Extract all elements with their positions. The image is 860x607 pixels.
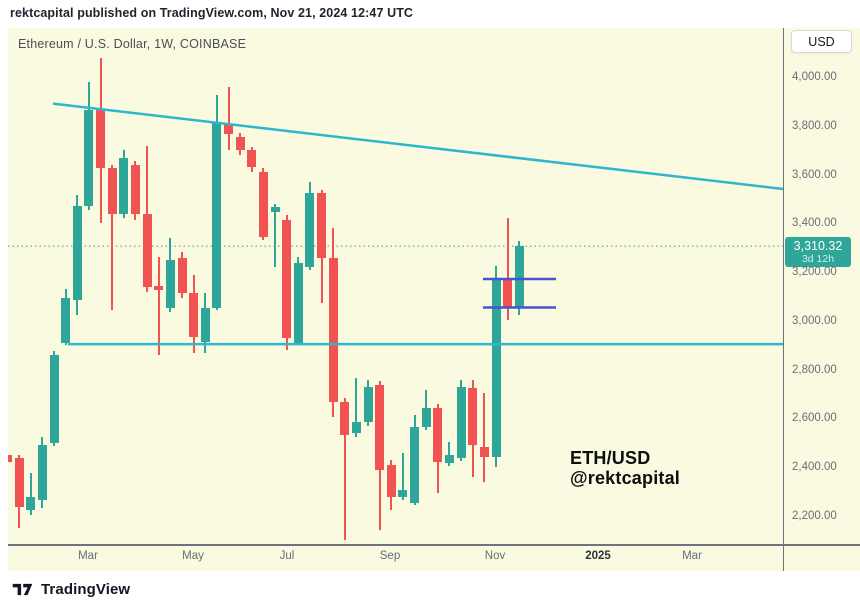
candle-wick[interactable]: [227, 87, 230, 150]
watermark: ETH/USD @rektcapital: [570, 448, 680, 488]
time-tick-label: Jul: [279, 550, 295, 562]
symbol-title: Ethereum / U.S. Dollar, 1W, COINBASE: [18, 37, 247, 51]
candle-body[interactable]: [130, 164, 140, 215]
candle-wick[interactable]: [401, 452, 404, 500]
price-tick-label: 3,800.00: [792, 119, 837, 132]
price-tick-label: 3,600.00: [792, 168, 837, 181]
candle-body[interactable]: [293, 262, 303, 343]
candle-body[interactable]: [154, 286, 164, 290]
candle-body[interactable]: [363, 387, 373, 422]
candle-wick[interactable]: [355, 378, 358, 437]
candle-body[interactable]: [72, 206, 82, 300]
price-tick-label: 2,800.00: [792, 363, 837, 376]
tradingview-brand-text[interactable]: TradingView: [41, 580, 131, 598]
candle-body[interactable]: [375, 385, 385, 470]
attribution-text: rektcapital published on TradingView.com…: [10, 6, 414, 20]
time-tick-label: Sep: [379, 550, 401, 562]
candle-wick[interactable]: [506, 218, 509, 320]
candle-body[interactable]: [479, 447, 489, 457]
candle-body[interactable]: [84, 109, 94, 206]
time-tick-label: 2025: [585, 550, 611, 562]
candle-body[interactable]: [235, 137, 245, 150]
currency-label: USD: [808, 34, 835, 49]
price-axis[interactable]: USD 3,310.32 3d 12h 4,000.00 3,800.00 3,60…: [783, 28, 860, 571]
candle-body[interactable]: [37, 445, 47, 500]
candle-body[interactable]: [421, 408, 431, 427]
last-price-value: 3,310.32: [793, 239, 843, 254]
candle-body[interactable]: [282, 219, 292, 338]
watermark-symbol: ETH/USD: [570, 448, 651, 468]
tradingview-logo-icon[interactable]: [12, 582, 33, 597]
candle-body[interactable]: [247, 149, 257, 167]
candle-body[interactable]: [433, 408, 443, 462]
candle-body[interactable]: [14, 458, 24, 507]
candle-wick[interactable]: [274, 204, 276, 267]
price-tick-label: 2,400.00: [792, 461, 837, 474]
candle-body[interactable]: [491, 279, 501, 457]
candle-body[interactable]: [49, 355, 59, 444]
time-tick-label: May: [182, 550, 204, 562]
last-price-badge: 3,310.32 3d 12h: [785, 237, 851, 268]
candle-body[interactable]: [468, 388, 478, 446]
time-axis[interactable]: Mar May Jul Sep Nov 2025 Mar: [8, 544, 783, 571]
candle-body[interactable]: [107, 168, 117, 215]
candle-wick[interactable]: [29, 472, 32, 515]
candle-body[interactable]: [26, 497, 36, 510]
watermark-handle: @rektcapital: [570, 468, 680, 488]
price-tick-label: 2,200.00: [792, 510, 837, 522]
candle-body[interactable]: [317, 192, 326, 258]
candle-body[interactable]: [456, 387, 466, 458]
footer-bar: TradingView: [0, 571, 860, 607]
candle-wick[interactable]: [483, 393, 486, 483]
candle-body[interactable]: [386, 465, 396, 497]
candle-body[interactable]: [212, 122, 222, 308]
price-tick-label: 2,600.00: [792, 412, 837, 425]
candle-body[interactable]: [398, 489, 408, 497]
candle-body[interactable]: [189, 292, 199, 337]
candle-wick[interactable]: [157, 257, 160, 355]
candle-body[interactable]: [340, 401, 350, 436]
time-axis-separator: [8, 544, 860, 546]
candles-layer: [8, 28, 783, 544]
time-tick-label: Mar: [682, 550, 702, 562]
candle-body[interactable]: [351, 421, 361, 433]
descending-trendline[interactable]: [52, 102, 783, 191]
price-tick-label: 4,000.00: [792, 71, 837, 83]
candle-wick[interactable]: [111, 165, 114, 310]
candle-body[interactable]: [514, 246, 524, 307]
time-tick-label: Nov: [484, 550, 506, 562]
price-tick-label: 3,000.00: [792, 314, 837, 327]
candle-body[interactable]: [328, 258, 338, 402]
candle-body[interactable]: [165, 259, 175, 308]
candlestick-plot[interactable]: [8, 28, 783, 544]
candle-wick[interactable]: [448, 441, 451, 466]
candle-body[interactable]: [96, 109, 105, 168]
candle-body[interactable]: [305, 192, 315, 267]
candle-body[interactable]: [200, 308, 210, 342]
candle-body[interactable]: [8, 454, 12, 463]
candle-body[interactable]: [270, 207, 280, 212]
candle-body[interactable]: [410, 427, 420, 503]
candle-body[interactable]: [142, 214, 152, 287]
candle-body[interactable]: [61, 298, 71, 343]
candle-countdown: 3d 12h: [801, 253, 835, 266]
candle-body[interactable]: [224, 125, 233, 135]
candle-body[interactable]: [444, 455, 454, 463]
time-tick-label: Mar: [78, 550, 98, 562]
attribution-bar: rektcapital published on TradingView.com…: [0, 0, 860, 28]
price-tick-label: 3,200.00: [792, 266, 837, 279]
candle-wick[interactable]: [343, 398, 346, 540]
candle-body[interactable]: [503, 279, 513, 307]
price-tick-label: 3,400.00: [792, 217, 837, 230]
currency-toggle-button[interactable]: USD: [791, 30, 852, 53]
chart-area[interactable]: Ethereum / U.S. Dollar, 1W, COINBASE ETH…: [0, 28, 860, 571]
candle-body[interactable]: [258, 171, 268, 237]
candle-body[interactable]: [119, 158, 129, 215]
candle-body[interactable]: [177, 258, 187, 293]
